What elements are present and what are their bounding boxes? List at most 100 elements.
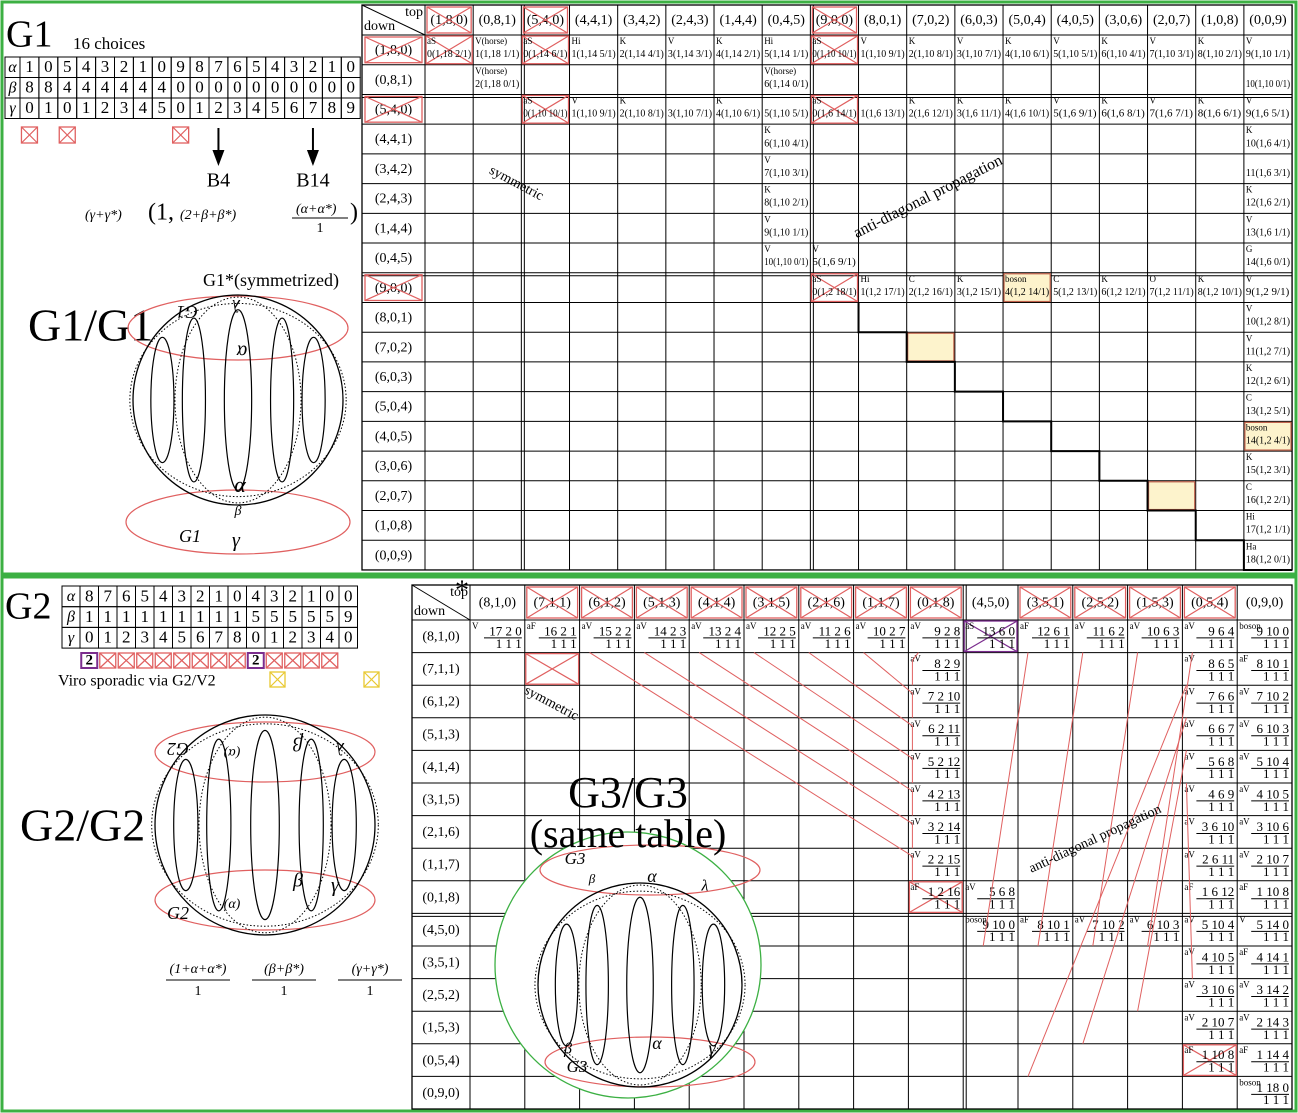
cell-tag: K — [909, 36, 916, 46]
corner-top: top — [405, 5, 423, 20]
formula-part: ) — [350, 200, 358, 226]
cell-tag: K — [1246, 125, 1253, 135]
cross-box — [1019, 586, 1072, 619]
choice-value: 9 — [176, 57, 185, 76]
cell-numerator: 2 2 15 — [928, 852, 961, 867]
red-ring — [154, 869, 376, 931]
choice-value: 5 — [289, 607, 298, 626]
cell-numerator: 5 6 8 — [989, 884, 1015, 899]
sphere-label: G3 — [567, 1057, 588, 1076]
sphere-oval — [331, 758, 357, 892]
cell-tag: aF — [1239, 947, 1248, 957]
cross-box — [302, 652, 320, 669]
cell-numerator: 7 6 6 — [1208, 689, 1235, 704]
column-header: (1,4,4) — [719, 13, 757, 28]
corner-down: down — [414, 604, 445, 619]
cross-line — [523, 6, 568, 34]
cell-tag: Hi — [764, 36, 773, 46]
cell-tag: C — [909, 274, 915, 284]
cell-text: 2(1,6 12/1) — [909, 108, 953, 120]
cell-text: 2(1,18 0/1) — [475, 78, 519, 90]
cell-text: 1(1,6 13/1) — [861, 108, 905, 120]
choice-value: 8 — [85, 586, 94, 605]
choice-value: 0 — [252, 78, 261, 97]
row-header: (1,0,8) — [375, 519, 413, 534]
row-header: (4,1,4) — [422, 760, 460, 775]
choice-cell — [338, 626, 358, 649]
cross-box — [191, 652, 209, 669]
cell-text: 13(1,2 5/1) — [1246, 405, 1290, 417]
formula-part: (γ+γ*) — [85, 208, 122, 223]
cross-line — [522, 35, 569, 65]
choice-value: 8 — [44, 78, 53, 97]
cell-tag: aF — [1020, 914, 1029, 924]
cell-denominator: 1 1 1 — [934, 734, 960, 749]
sphere-oval — [671, 904, 695, 1066]
sporadic-box — [80, 652, 99, 669]
cell-tag: V — [1053, 96, 1060, 106]
subtitle: 16 choices — [73, 34, 145, 53]
cross-box — [690, 586, 743, 619]
cell-text: 6(1,10 4/1) — [1101, 48, 1145, 60]
cell-tag: aV — [746, 621, 757, 631]
cell-tag: K — [1101, 36, 1108, 46]
cell-denominator: 1 1 1 — [1099, 636, 1125, 651]
choice-value: 2 — [309, 57, 318, 76]
choice-value: 1 — [328, 57, 337, 76]
choice-value: 4 — [252, 586, 261, 605]
sporadic-marker: 2 — [86, 652, 94, 668]
cell-tag: Hi — [572, 36, 581, 46]
cross-box — [580, 586, 634, 619]
sphere — [154, 714, 376, 936]
cross-box — [810, 273, 859, 303]
cross-line — [1183, 1044, 1237, 1076]
corner-down: down — [364, 19, 395, 34]
cell-numerator: 9 2 8 — [934, 623, 960, 638]
cross-box — [1182, 1044, 1237, 1077]
cell-tag: aV — [910, 621, 921, 631]
cross-box — [745, 586, 798, 619]
cell-tag: V — [1246, 304, 1253, 314]
cell-tag: V — [1150, 36, 1157, 46]
choice-value: 0 — [344, 586, 353, 605]
choice-value: 7 — [215, 628, 224, 647]
choice-value: 0 — [233, 78, 242, 97]
cross-line — [426, 6, 472, 34]
choice-value: 0 — [347, 57, 356, 76]
column-header: (3,4,2) — [623, 13, 661, 28]
cell-denominator: 1 1 1 — [551, 636, 577, 651]
cell-text: 3(1,6 11/1) — [957, 108, 1001, 120]
cell-text: 6(1,2 12/1) — [1101, 286, 1145, 298]
cell-numerator: 6 10 3 — [1257, 721, 1290, 736]
note: Viro sporadic via G2/V2 — [58, 673, 216, 690]
cell-text: 10(1,10 0/1) — [1246, 78, 1290, 90]
cell-numerator: 9 10 0 — [983, 917, 1016, 932]
choice-value: 1 — [85, 607, 94, 626]
cell-denominator: 1 1 1 — [1263, 929, 1289, 944]
sphere-label: α — [652, 1033, 662, 1053]
cell-numerator: 11 2 6 — [819, 623, 852, 638]
formula-den: 1 — [367, 984, 374, 999]
dotted-arc — [534, 890, 746, 1080]
sphere-label: β — [588, 871, 596, 886]
propagation-line — [1147, 652, 1193, 947]
cell-tag: aV — [1130, 621, 1141, 631]
cell-denominator: 1 1 1 — [934, 831, 960, 846]
cell-denominator: 1 1 1 — [1263, 799, 1289, 814]
cross-box — [99, 652, 117, 669]
cell-text: 7(1,10 3/1) — [1150, 48, 1194, 60]
column-header: (4,4,1) — [575, 13, 613, 28]
cell-numerator: 2 6 11 — [1202, 852, 1234, 867]
cross-line — [172, 126, 190, 144]
formula-num: (1+α+α*) — [170, 962, 227, 977]
big-label: G1/G1 — [28, 300, 153, 351]
arrow-label: B4 — [207, 170, 230, 192]
cell-tag: aV — [1239, 849, 1250, 859]
cell-text: 5(1,10 5/1) — [1053, 48, 1097, 60]
row-header: (2,1,6) — [422, 825, 460, 840]
sphere-oval — [206, 738, 232, 912]
cell-text: 6(1,10 4/1) — [764, 137, 808, 149]
propagation-line — [589, 652, 913, 857]
choice-value: 0 — [271, 78, 280, 97]
